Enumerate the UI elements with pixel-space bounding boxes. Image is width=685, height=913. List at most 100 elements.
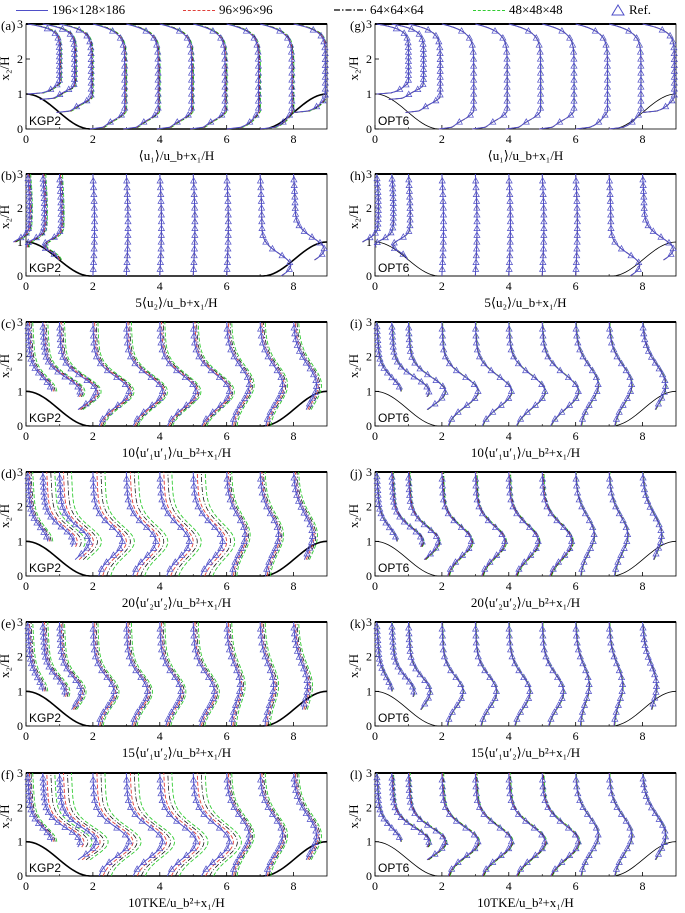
ref-marker bbox=[482, 708, 491, 715]
ref-marker bbox=[158, 837, 167, 845]
plot-frame bbox=[374, 321, 677, 427]
ref-marker bbox=[67, 815, 75, 822]
ref-marker bbox=[189, 325, 198, 332]
ref-marker bbox=[448, 415, 456, 422]
x-tick-label: 4 bbox=[506, 132, 512, 146]
x-tick-label: 6 bbox=[224, 729, 230, 743]
ref-marker bbox=[375, 655, 384, 662]
ref-marker bbox=[24, 224, 32, 231]
ref-marker bbox=[257, 183, 265, 191]
ref-marker bbox=[366, 233, 374, 241]
y-axis-label: x₂/H bbox=[346, 504, 361, 528]
ref-marker bbox=[540, 204, 548, 211]
ref-marker bbox=[406, 341, 414, 348]
ref-marker bbox=[43, 24, 51, 32]
series-96-line bbox=[294, 321, 319, 410]
ref-marker bbox=[27, 355, 35, 362]
ref-marker bbox=[388, 778, 396, 786]
ref-marker bbox=[192, 837, 200, 845]
ref-marker bbox=[158, 345, 166, 353]
ref-marker bbox=[416, 670, 424, 678]
ref-marker bbox=[254, 104, 263, 111]
y-tick-label: 3 bbox=[366, 167, 372, 181]
series-64-line bbox=[134, 471, 165, 577]
series-196-line bbox=[259, 23, 293, 130]
series-64-line bbox=[642, 173, 674, 261]
series-96-line bbox=[28, 23, 61, 95]
ref-marker bbox=[307, 538, 316, 545]
y-tick-label: 0 bbox=[17, 869, 23, 883]
ref-marker bbox=[503, 83, 511, 90]
ref-marker bbox=[263, 502, 271, 510]
ref-marker bbox=[89, 176, 97, 184]
ref-marker bbox=[70, 45, 78, 52]
ref-marker bbox=[171, 673, 179, 681]
ref-marker bbox=[561, 551, 569, 558]
ref-marker bbox=[607, 217, 615, 225]
ref-marker bbox=[50, 233, 58, 240]
ref-marker bbox=[312, 826, 320, 834]
ref-marker bbox=[92, 803, 101, 810]
series-96-line bbox=[127, 621, 150, 727]
x-axis-label: 5⟨u₂⟩/u_b+x₁/H bbox=[484, 295, 566, 310]
ref-marker bbox=[573, 231, 581, 238]
ref-marker bbox=[408, 803, 416, 811]
ref-marker bbox=[505, 265, 513, 272]
series-48-line bbox=[510, 772, 548, 877]
ref-marker bbox=[549, 565, 557, 572]
series-64-line bbox=[129, 621, 152, 727]
ref-marker bbox=[452, 817, 461, 824]
y-tick-label: 3 bbox=[366, 615, 372, 629]
ref-marker bbox=[373, 627, 381, 634]
ref-marker bbox=[374, 188, 382, 195]
ref-marker bbox=[405, 629, 413, 637]
ref-marker bbox=[67, 364, 75, 372]
ref-marker bbox=[41, 647, 49, 655]
ref-marker bbox=[257, 481, 265, 489]
legend-item-64: 64×64×64 bbox=[334, 2, 424, 18]
ref-marker bbox=[78, 526, 86, 533]
ref-marker bbox=[473, 224, 481, 231]
ref-marker bbox=[120, 55, 129, 62]
ref-marker bbox=[559, 687, 567, 694]
ref-marker bbox=[321, 61, 329, 68]
y-tick-label: 1 bbox=[366, 384, 372, 398]
y-tick-label: 2 bbox=[366, 350, 372, 364]
ref-marker bbox=[39, 478, 47, 485]
ref-marker bbox=[439, 251, 447, 259]
y-tick-label: 0 bbox=[366, 569, 372, 583]
series-48-line bbox=[472, 23, 508, 130]
series-48-line bbox=[192, 23, 228, 130]
ref-marker bbox=[472, 631, 480, 639]
series-196-line bbox=[508, 321, 546, 427]
series-64-line bbox=[62, 621, 85, 710]
ref-marker bbox=[438, 258, 447, 265]
y-axis-label: x₂/H bbox=[346, 654, 361, 678]
ref-marker bbox=[571, 830, 580, 838]
ref-marker bbox=[438, 625, 446, 632]
x-tick-label: 2 bbox=[90, 729, 96, 743]
ref-marker bbox=[392, 657, 400, 665]
ref-marker bbox=[123, 197, 132, 204]
ref-marker bbox=[129, 509, 138, 517]
ref-marker bbox=[191, 789, 199, 797]
ref-marker bbox=[187, 69, 196, 76]
ref-marker bbox=[406, 798, 415, 805]
ref-marker bbox=[423, 382, 431, 390]
ref-marker bbox=[195, 803, 203, 810]
ref-marker bbox=[263, 708, 271, 715]
y-tick-label: 0 bbox=[17, 419, 23, 433]
panel-label: (b) bbox=[1, 168, 16, 183]
ref-marker bbox=[374, 645, 382, 653]
ref-marker bbox=[390, 497, 398, 505]
series-196-line bbox=[472, 23, 508, 130]
ref-marker bbox=[38, 228, 46, 236]
series-96-line bbox=[376, 23, 409, 95]
ref-marker bbox=[400, 517, 408, 525]
ref-marker bbox=[572, 631, 581, 639]
ref-marker bbox=[128, 659, 136, 667]
ref-marker bbox=[56, 335, 64, 343]
ref-marker bbox=[90, 382, 98, 389]
y-tick-label: 2 bbox=[17, 500, 23, 514]
